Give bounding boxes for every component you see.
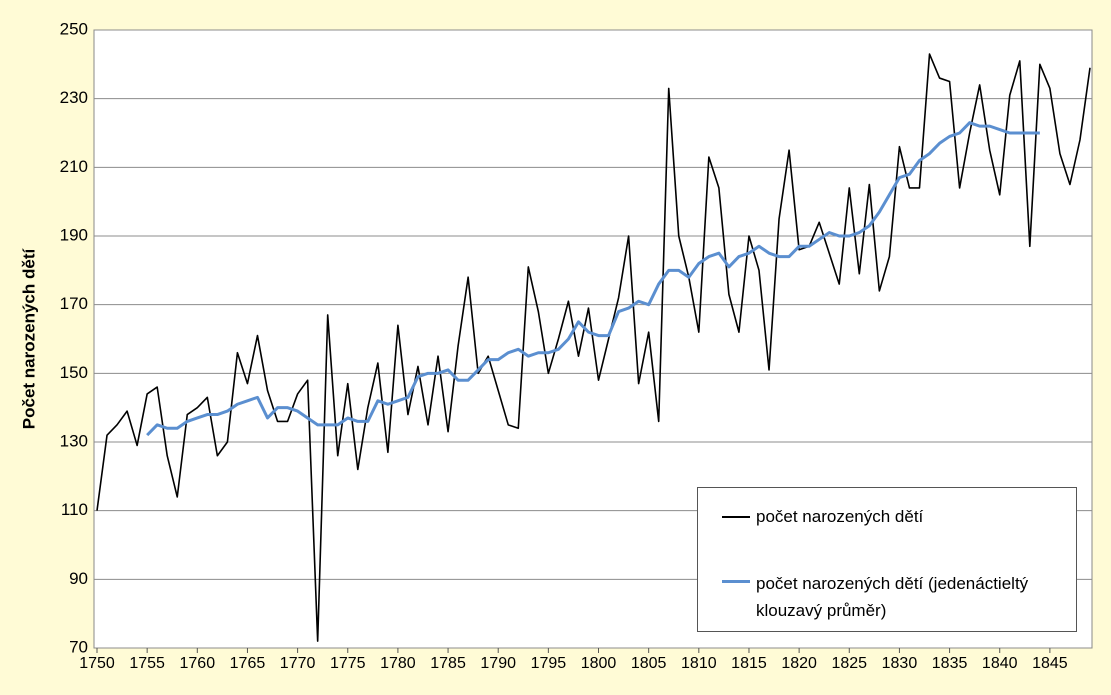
legend-label: počet narozených dětí (jedenáctieltý klo…	[756, 574, 1029, 620]
y-tick-label: 150	[60, 363, 88, 382]
x-tick-label: 1805	[631, 655, 667, 672]
x-tick-label: 1790	[480, 655, 516, 672]
y-tick-label: 110	[61, 500, 88, 519]
x-tick-label: 1785	[430, 655, 466, 672]
x-tick-label: 1780	[380, 655, 416, 672]
x-tick-label: 1800	[581, 655, 617, 672]
legend-swatch	[722, 516, 750, 518]
x-tick-label: 1810	[681, 655, 717, 672]
x-tick-label: 1795	[531, 655, 567, 672]
x-tick-label: 1755	[129, 655, 165, 672]
x-tick-label: 1770	[280, 655, 316, 672]
y-tick-label: 70	[69, 637, 88, 656]
x-tick-label: 1840	[982, 655, 1018, 672]
y-axis-label: Počet narozených dětí	[19, 248, 38, 430]
x-tick-label: 1775	[330, 655, 366, 672]
x-tick-label: 1760	[180, 655, 216, 672]
x-tick-label: 1845	[1032, 655, 1068, 672]
y-tick-label: 230	[60, 88, 88, 107]
y-tick-label: 90	[69, 569, 88, 588]
y-tick-label: 130	[60, 431, 88, 450]
x-tick-label: 1750	[79, 655, 115, 672]
y-tick-label: 170	[60, 294, 88, 313]
x-tick-label: 1825	[831, 655, 867, 672]
legend: počet narozených dětí počet narozených d…	[697, 487, 1077, 632]
x-tick-label: 1835	[932, 655, 968, 672]
y-tick-label: 250	[60, 19, 88, 38]
series-line	[146, 121, 1040, 437]
legend-swatch	[722, 580, 750, 583]
x-tick-label: 1765	[230, 655, 266, 672]
legend-label: počet narozených dětí	[756, 507, 924, 526]
x-tick-label: 1815	[731, 655, 767, 672]
series-line	[96, 53, 1091, 642]
x-tick-label: 1830	[882, 655, 918, 672]
y-tick-label: 190	[60, 225, 88, 244]
y-tick-label: 210	[60, 157, 88, 176]
x-tick-label: 1820	[781, 655, 817, 672]
